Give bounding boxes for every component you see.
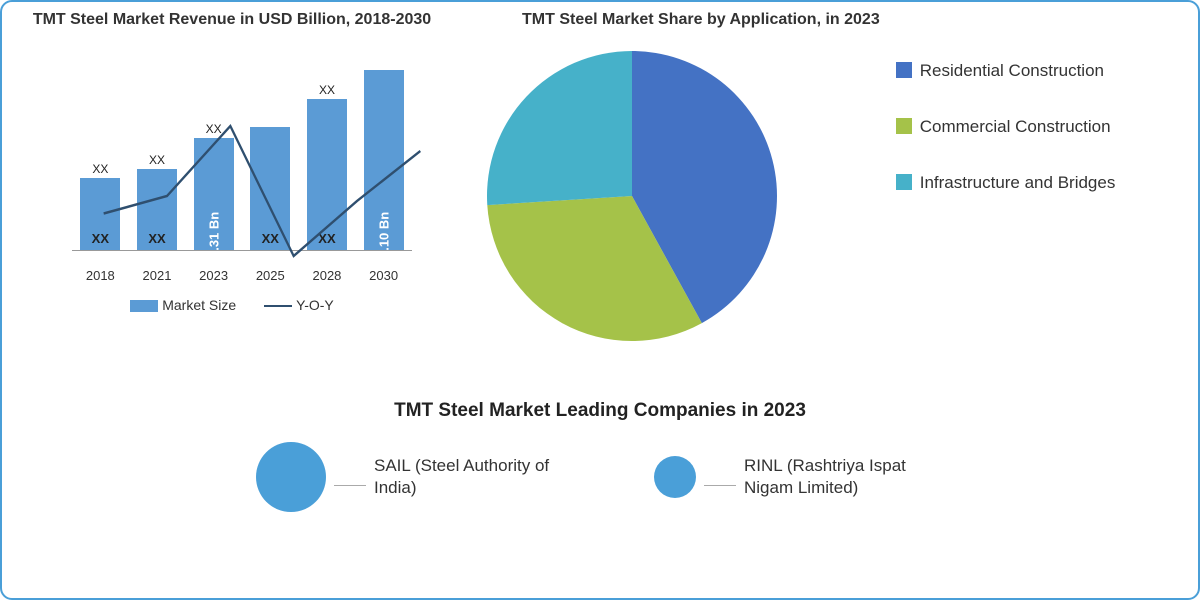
bar-chart: XX XX XX XX XX 10.31 Bn XX XX XX 19.10 Bn 2018 202… xyxy=(42,41,422,291)
bar-col-2018: XX XX xyxy=(78,162,122,250)
bar-col-2030: 19.10 Bn xyxy=(362,68,406,250)
bar-top-marker: XX xyxy=(149,153,165,167)
x-axis-label: 2025 xyxy=(256,268,285,283)
x-axis-label: 2021 xyxy=(143,268,172,283)
bar-col-2023: XX 10.31 Bn xyxy=(192,122,236,250)
bar: 19.10 Bn xyxy=(364,70,404,250)
company-bubble xyxy=(654,456,696,498)
bar-col-2025: XX xyxy=(248,125,292,249)
market-size-swatch xyxy=(130,300,158,312)
legend-market-size-label: Market Size xyxy=(162,297,236,313)
pie-legend-label: Residential Construction xyxy=(920,60,1104,82)
bar: XX xyxy=(137,169,177,250)
bar-chart-title: TMT Steel Market Revenue in USD Billion,… xyxy=(22,10,442,31)
top-row: TMT Steel Market Revenue in USD Billion,… xyxy=(22,10,1178,390)
pie-chart-section: TMT Steel Market Share by Application, i… xyxy=(462,10,1178,390)
pie-chart-title: TMT Steel Market Share by Application, i… xyxy=(522,10,880,31)
pie-left: TMT Steel Market Share by Application, i… xyxy=(462,10,880,341)
companies-title: TMT Steel Market Leading Companies in 20… xyxy=(22,400,1178,422)
bar-col-2021: XX XX xyxy=(135,153,179,250)
pie-legend-item: Commercial Construction xyxy=(896,116,1116,138)
yoy-swatch xyxy=(264,305,292,307)
pie-slice xyxy=(487,51,632,205)
x-axis-label: 2018 xyxy=(86,268,115,283)
pie-legend-item: Infrastructure and Bridges xyxy=(896,172,1116,194)
bar-top-marker: XX xyxy=(319,83,335,97)
company-bubble xyxy=(256,442,326,512)
legend-yoy: Y-O-Y xyxy=(264,297,334,313)
x-axis-label: 2028 xyxy=(312,268,341,283)
bar: XX xyxy=(307,99,347,250)
bar-top-marker: XX xyxy=(206,122,222,136)
company-bubble-item: RINL (Rashtriya Ispat Nigam Limited) xyxy=(654,455,944,499)
bar-label: XX xyxy=(318,231,335,246)
bar-top-marker: XX xyxy=(92,162,108,176)
pie-legend-item: Residential Construction xyxy=(896,60,1116,82)
company-label: SAIL (Steel Authority of India) xyxy=(374,455,574,499)
bar-chart-section: TMT Steel Market Revenue in USD Billion,… xyxy=(22,10,442,390)
bubble-connector xyxy=(704,485,736,486)
legend-yoy-label: Y-O-Y xyxy=(296,297,334,313)
bar: 10.31 Bn xyxy=(194,138,234,250)
bar-label: XX xyxy=(148,231,165,246)
pie-chart xyxy=(462,41,802,341)
company-label: RINL (Rashtriya Ispat Nigam Limited) xyxy=(744,455,944,499)
pie-legend-swatch xyxy=(896,174,912,190)
pie-legend-label: Infrastructure and Bridges xyxy=(920,172,1116,194)
company-bubbles: SAIL (Steel Authority of India) RINL (Ras… xyxy=(22,442,1178,512)
bar-label: 10.31 Bn xyxy=(206,212,221,265)
companies-section: TMT Steel Market Leading Companies in 20… xyxy=(22,400,1178,512)
company-bubble-item: SAIL (Steel Authority of India) xyxy=(256,442,574,512)
bar: XX xyxy=(250,127,290,249)
bar: XX xyxy=(80,178,120,250)
bubble-connector xyxy=(334,485,366,486)
pie-legend-swatch xyxy=(896,118,912,134)
bar-col-2028: XX XX xyxy=(305,83,349,250)
bar-label: XX xyxy=(262,231,279,246)
legend-market-size: Market Size xyxy=(130,297,236,313)
pie-chart-legend: Residential Construction Commercial Const… xyxy=(896,60,1116,194)
bar-label: 19.10 Bn xyxy=(376,212,391,265)
pie-legend-label: Commercial Construction xyxy=(920,116,1111,138)
bar-label: XX xyxy=(92,231,109,246)
pie-legend-swatch xyxy=(896,62,912,78)
bar-chart-legend: Market Size Y-O-Y xyxy=(22,297,442,313)
x-axis-label: 2030 xyxy=(369,268,398,283)
x-axis-label: 2023 xyxy=(199,268,228,283)
